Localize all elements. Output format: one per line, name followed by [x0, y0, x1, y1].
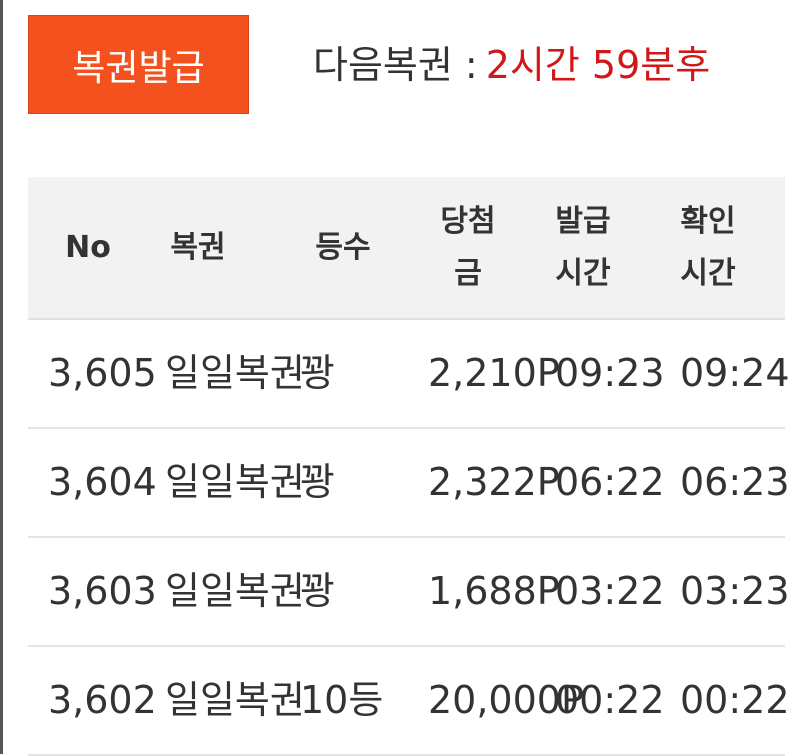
- table-cell: 일일복권: [165, 678, 305, 722]
- next-time: 2시간 59분후: [485, 43, 711, 87]
- column-header: 발급시간: [555, 203, 611, 291]
- next-ticket: 다음복권 :2시간 59분후: [313, 34, 710, 89]
- table-row: 3,603 일일복권 꽝 1,688P 03:22 03:23: [28, 538, 790, 647]
- table-cell: 20,000P: [428, 678, 584, 722]
- table-header: No 복권 등수 당첨금 발급시간 확인시간: [28, 177, 785, 320]
- table-cell: 3,603: [48, 569, 157, 613]
- table-cell: 1,688P: [428, 569, 560, 613]
- table-cell: 2,210P: [428, 351, 560, 395]
- table-cell: 00:22: [680, 678, 790, 722]
- table-cell: 3,605: [48, 351, 157, 395]
- table-cell: 꽝: [300, 460, 335, 504]
- column-header: 당첨금: [440, 203, 496, 291]
- table-cell: 3,604: [48, 460, 157, 504]
- column-header: No: [65, 229, 111, 265]
- table-cell: 09:23: [555, 351, 665, 395]
- table-cell: 3,602: [48, 678, 157, 722]
- table-cell: 일일복권: [165, 569, 305, 613]
- table-cell: 2,322P: [428, 460, 560, 504]
- table-cell: 꽝: [300, 351, 335, 395]
- table-cell: 06:23: [680, 460, 790, 504]
- table-cell: 06:22: [555, 460, 665, 504]
- column-header: 복권: [170, 229, 226, 265]
- column-header: 등수: [315, 229, 371, 265]
- next-label: 다음복권 :: [313, 43, 478, 87]
- table-cell: 00:22: [555, 678, 665, 722]
- column-header: 확인시간: [680, 203, 736, 291]
- table-cell: 10등: [300, 678, 384, 722]
- table-cell: 03:22: [555, 569, 665, 613]
- edge: [0, 0, 3, 754]
- table-row: 3,605 일일복권 꽝 2,210P 09:23 09:24: [28, 320, 790, 429]
- table-row: 3,604 일일복권 꽝 2,322P 06:22 06:23: [28, 429, 790, 538]
- table-row: 3,602 일일복권 10등 20,000P 00:22 00:22: [28, 647, 790, 756]
- table-cell: 일일복권: [165, 460, 305, 504]
- table-cell: 03:23: [680, 569, 790, 613]
- table-cell: 일일복권: [165, 351, 305, 395]
- issue-button[interactable]: 복권발급: [28, 15, 249, 114]
- table-cell: 09:24: [680, 351, 790, 395]
- table-cell: 꽝: [300, 569, 335, 613]
